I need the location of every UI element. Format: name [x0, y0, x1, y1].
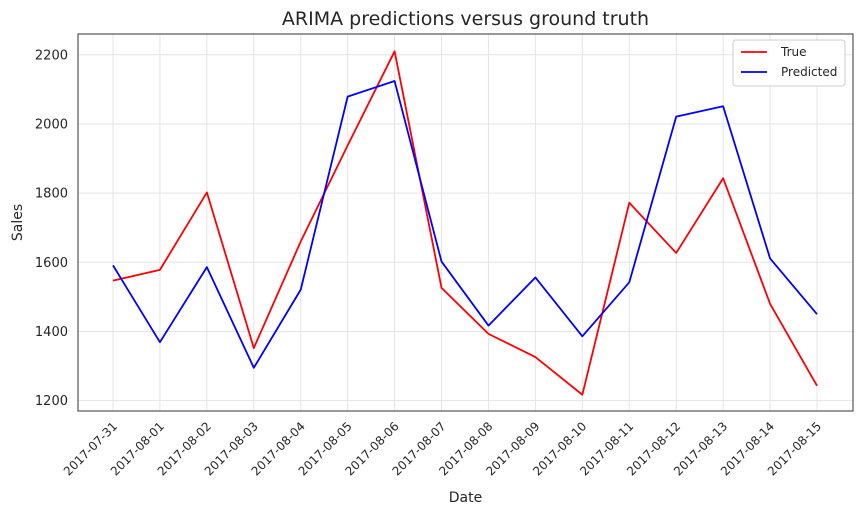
legend-label-predicted: Predicted — [781, 65, 837, 79]
legend-label-true: True — [780, 45, 807, 59]
y-tick-label: 1400 — [35, 325, 68, 340]
y-tick-label: 1800 — [35, 187, 68, 202]
legend: True Predicted — [732, 39, 846, 87]
chart-title: ARIMA predictions versus ground truth — [282, 8, 649, 30]
series-layer — [112, 50, 818, 396]
y-tick-label: 1600 — [35, 256, 68, 271]
y-tick-label: 1200 — [35, 394, 68, 409]
x-axis-label: Date — [449, 490, 482, 506]
grid-lines — [78, 34, 853, 411]
series-line-true — [112, 50, 818, 396]
series-line-predicted — [112, 80, 818, 369]
plot-area-frame — [77, 33, 854, 412]
y-tick-label: 2200 — [35, 48, 68, 63]
y-tick-label: 2000 — [35, 117, 68, 132]
y-axis-ticks: 1200 1400 1600 1800 2000 2200 — [35, 48, 68, 409]
y-axis-label: Sales — [10, 204, 26, 241]
